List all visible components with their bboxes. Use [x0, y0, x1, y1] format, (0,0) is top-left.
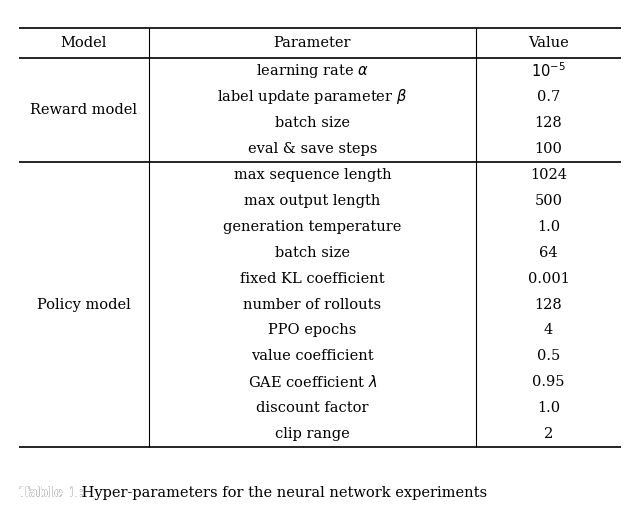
Text: fixed KL coefficient: fixed KL coefficient	[240, 271, 385, 286]
Text: Parameter: Parameter	[274, 36, 351, 50]
Text: max output length: max output length	[244, 194, 381, 208]
Text: Value: Value	[528, 36, 569, 50]
Text: Reward model: Reward model	[30, 103, 138, 117]
Text: 128: 128	[535, 116, 563, 130]
Text: Policy model: Policy model	[37, 298, 131, 311]
Text: value coefficient: value coefficient	[251, 350, 374, 363]
Text: Table 1:: Table 1:	[19, 486, 84, 501]
Text: 4: 4	[544, 323, 553, 338]
Text: batch size: batch size	[275, 246, 350, 260]
Text: discount factor: discount factor	[256, 401, 369, 415]
Text: 0.001: 0.001	[527, 271, 570, 286]
Text: 1024: 1024	[530, 168, 567, 182]
Text: batch size: batch size	[275, 116, 350, 130]
Text: clip range: clip range	[275, 427, 350, 441]
Text: 1.0: 1.0	[537, 219, 560, 234]
Text: Hyper-parameters for the neural network experiments: Hyper-parameters for the neural network …	[77, 486, 488, 501]
Text: max sequence length: max sequence length	[234, 168, 391, 182]
Text: 64: 64	[540, 246, 558, 260]
Text: generation temperature: generation temperature	[223, 219, 402, 234]
Text: 0.95: 0.95	[532, 375, 565, 389]
Text: GAE coefficient $\lambda$: GAE coefficient $\lambda$	[248, 374, 377, 390]
Text: label update parameter $\beta$: label update parameter $\beta$	[218, 87, 408, 106]
Text: 0.7: 0.7	[537, 90, 560, 104]
Text: 0.5: 0.5	[537, 350, 560, 363]
Text: learning rate $\alpha$: learning rate $\alpha$	[256, 62, 369, 80]
Text: Model: Model	[61, 36, 107, 50]
Text: Table 1:: Table 1:	[19, 486, 84, 501]
Text: 100: 100	[534, 142, 563, 156]
Text: eval & save steps: eval & save steps	[248, 142, 377, 156]
Text: PPO epochs: PPO epochs	[268, 323, 356, 338]
Text: 2: 2	[544, 427, 553, 441]
Text: 1.0: 1.0	[537, 401, 560, 415]
Text: number of rollouts: number of rollouts	[243, 298, 381, 311]
Text: 500: 500	[534, 194, 563, 208]
Text: $10^{-5}$: $10^{-5}$	[531, 62, 566, 80]
Text: 128: 128	[535, 298, 563, 311]
